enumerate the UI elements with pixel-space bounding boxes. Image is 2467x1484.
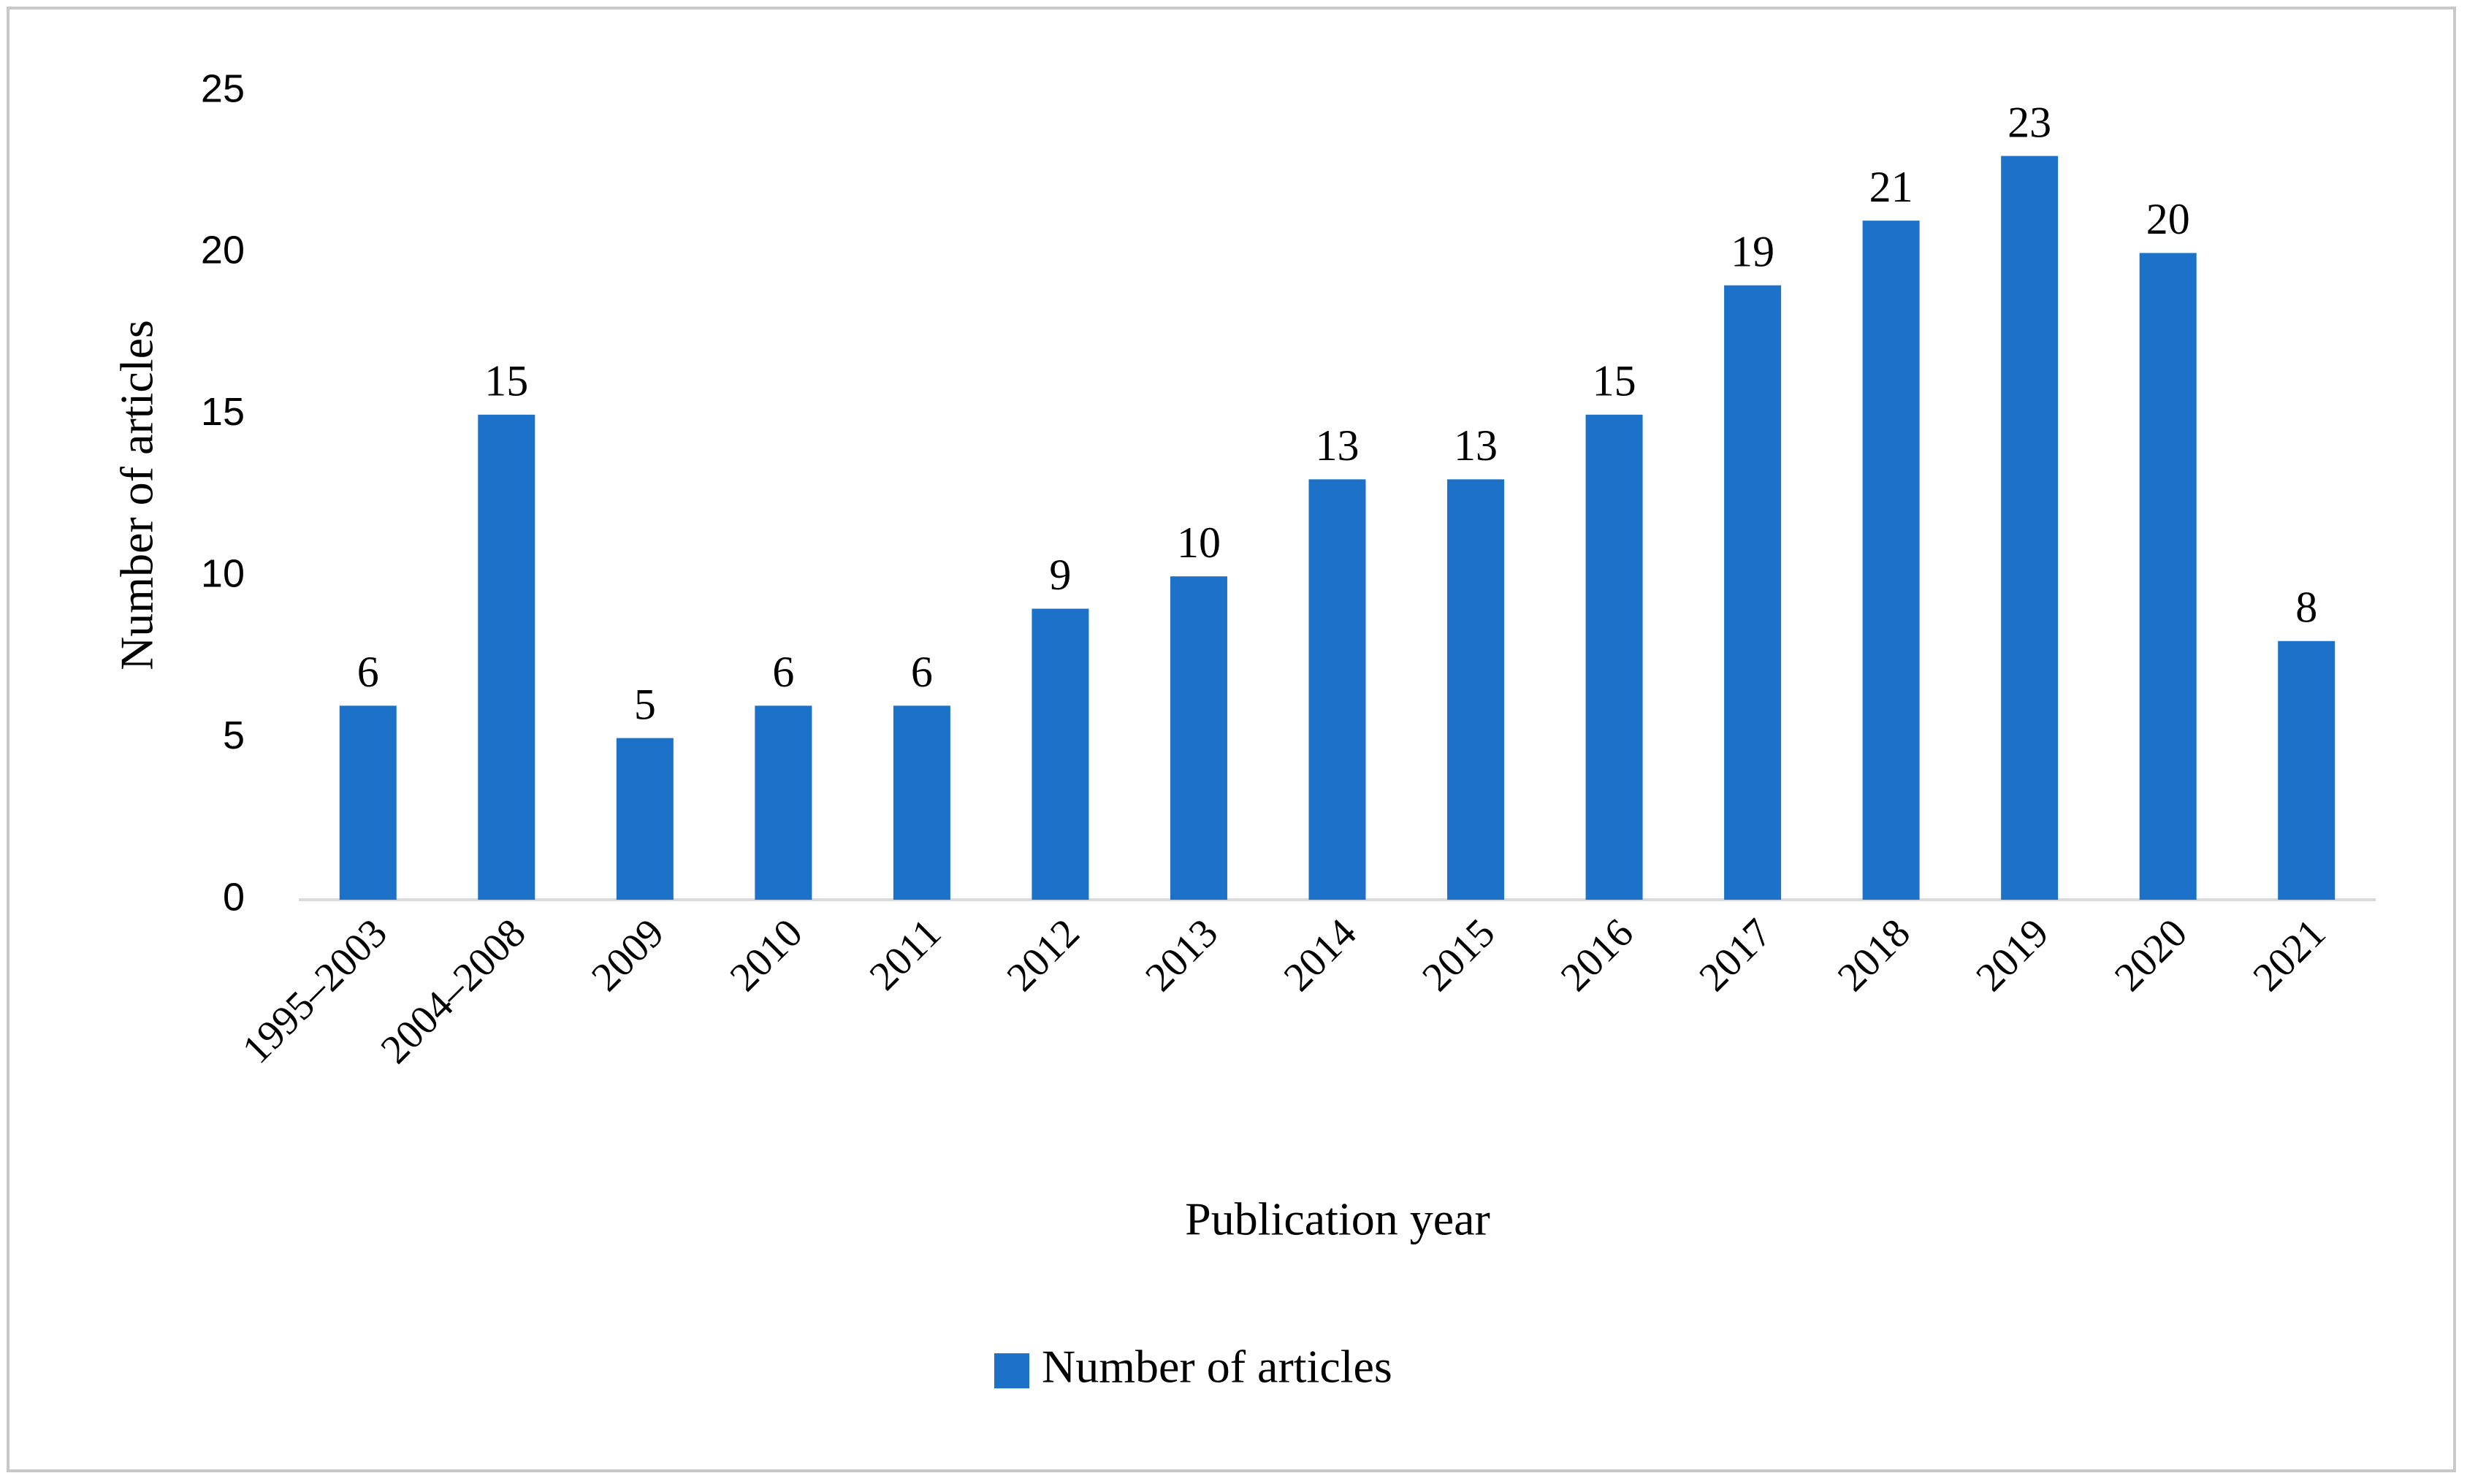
data-label: 13 — [1316, 421, 1360, 470]
data-label: 13 — [1454, 421, 1498, 470]
legend-label: Number of articles — [1042, 1341, 1392, 1393]
bar — [2139, 253, 2197, 900]
data-label: 15 — [484, 357, 528, 405]
bar — [616, 738, 674, 900]
data-label: 5 — [634, 680, 656, 728]
bar — [1724, 285, 1782, 900]
data-label: 19 — [1731, 227, 1774, 275]
x-axis-label: Publication year — [1185, 1193, 1490, 1245]
bar — [2001, 156, 2059, 900]
bar — [1585, 414, 1643, 900]
bar — [339, 705, 397, 900]
y-tick-label: 10 — [201, 551, 245, 595]
data-label: 6 — [772, 648, 794, 696]
legend-swatch — [994, 1353, 1029, 1388]
data-label: 23 — [2007, 98, 2051, 146]
bar — [478, 414, 535, 900]
y-tick-label: 20 — [201, 229, 245, 272]
y-tick-label: 25 — [201, 66, 245, 110]
data-label: 10 — [1177, 519, 1221, 567]
bar — [893, 705, 950, 900]
y-tick-label: 5 — [223, 714, 245, 757]
bar — [1862, 221, 1920, 900]
data-label: 6 — [357, 648, 379, 696]
data-label: 20 — [2146, 195, 2190, 243]
bar — [2278, 640, 2336, 900]
y-tick-label: 15 — [201, 390, 245, 434]
data-label: 21 — [1869, 163, 1913, 211]
data-label: 15 — [1593, 357, 1636, 405]
bar — [1308, 479, 1366, 900]
data-label: 9 — [1049, 551, 1071, 599]
data-label: 8 — [2295, 584, 2317, 632]
bar — [1170, 576, 1227, 900]
bar — [755, 705, 812, 900]
bar — [1032, 608, 1089, 900]
data-label: 6 — [911, 648, 933, 696]
bar — [1447, 479, 1505, 900]
y-tick-label: 0 — [223, 875, 245, 919]
y-axis-label: Number of articles — [111, 320, 163, 670]
